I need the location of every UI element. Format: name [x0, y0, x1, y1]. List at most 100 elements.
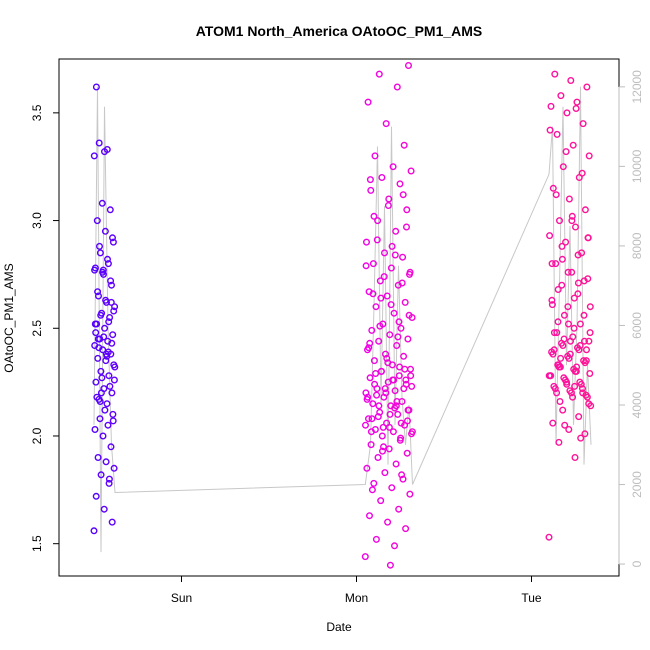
data-point: [364, 393, 372, 401]
data-point: [580, 277, 588, 285]
data-point: [406, 268, 414, 276]
data-point: [575, 346, 583, 354]
data-point: [92, 378, 100, 386]
chart-title: ATOM1 North_America OAtoOC_PM1_AMS: [196, 23, 483, 39]
data-point: [550, 329, 558, 337]
data-point: [382, 120, 390, 128]
data-point: [405, 311, 413, 319]
data-point: [586, 329, 594, 337]
data-point: [92, 83, 100, 91]
data-point: [370, 212, 378, 220]
data-point: [552, 260, 560, 268]
y2-tick-label: 4000: [630, 391, 644, 418]
data-point: [96, 415, 104, 423]
data-point: [578, 169, 586, 177]
y-tick-label: 3.0: [30, 212, 44, 229]
y2-tick-label: 8000: [630, 232, 644, 259]
data-point: [586, 370, 594, 378]
data-point: [97, 389, 105, 397]
data-point: [569, 393, 577, 401]
data-point: [105, 372, 113, 380]
data-point: [571, 454, 579, 462]
data-point: [382, 350, 390, 358]
data-point: [94, 288, 102, 296]
data-point: [581, 206, 589, 214]
data-point: [584, 234, 592, 242]
data-point: [99, 266, 107, 274]
data-point: [378, 173, 386, 181]
data-point: [392, 460, 400, 468]
data-point: [108, 234, 116, 242]
data-point: [97, 367, 105, 375]
data-point: [558, 281, 566, 289]
data-point: [576, 320, 584, 328]
data-point: [100, 505, 108, 513]
data-point: [397, 324, 405, 332]
data-point: [393, 398, 401, 406]
data-point: [577, 380, 585, 388]
data-point: [366, 176, 374, 184]
data-point: [110, 307, 118, 315]
data-point: [561, 376, 569, 384]
data-point: [110, 464, 118, 472]
y2-tick-label: 12000: [630, 70, 644, 104]
data-point: [572, 104, 580, 112]
data-point: [568, 268, 576, 276]
data-point: [372, 303, 380, 311]
data-point: [392, 402, 400, 410]
data-point: [365, 344, 373, 352]
data-point: [567, 389, 575, 397]
y-tick-label: 2.5: [30, 320, 44, 337]
data-point: [553, 389, 561, 397]
data-point: [374, 413, 382, 421]
data-point: [364, 98, 372, 106]
data-point: [408, 382, 416, 390]
data-point: [391, 542, 399, 550]
data-point: [94, 454, 102, 462]
data-point: [394, 410, 402, 418]
data-point: [565, 354, 573, 362]
data-point: [107, 281, 115, 289]
data-point: [564, 268, 572, 276]
data-point: [565, 320, 573, 328]
data-point: [111, 363, 119, 371]
data-point: [110, 376, 118, 384]
data-point: [378, 367, 386, 375]
y-tick-label: 2.0: [30, 427, 44, 444]
data-point: [94, 292, 102, 300]
data-point: [557, 92, 565, 100]
data-point: [111, 303, 119, 311]
data-point: [567, 337, 575, 345]
data-point: [568, 212, 576, 220]
data-point: [391, 387, 399, 395]
data-point: [571, 367, 579, 375]
data-point: [101, 406, 109, 414]
data-point: [368, 415, 376, 423]
data-point: [565, 195, 573, 203]
data-point: [384, 518, 392, 526]
y2-tick-label: 10000: [630, 149, 644, 183]
data-point: [568, 217, 576, 225]
data-point: [386, 410, 394, 418]
data-point: [570, 324, 578, 332]
data-point: [367, 428, 375, 436]
data-point: [558, 255, 566, 263]
data-point: [554, 318, 562, 326]
data-point: [549, 184, 557, 192]
x-tick-label: Mon: [345, 591, 368, 605]
data-point: [373, 236, 381, 244]
secondary-line-layer: [93, 86, 592, 553]
data-point: [109, 410, 117, 418]
data-point: [91, 426, 99, 434]
data-point: [100, 148, 108, 156]
data-point: [400, 385, 408, 393]
data-point: [407, 167, 415, 175]
y2-tick-label: 6000: [630, 312, 644, 339]
data-point: [105, 479, 113, 487]
data-point: [399, 475, 407, 483]
data-point: [96, 398, 104, 406]
data-point: [573, 363, 581, 371]
data-point: [548, 301, 556, 309]
data-point: [570, 294, 578, 302]
data-point: [366, 512, 374, 520]
